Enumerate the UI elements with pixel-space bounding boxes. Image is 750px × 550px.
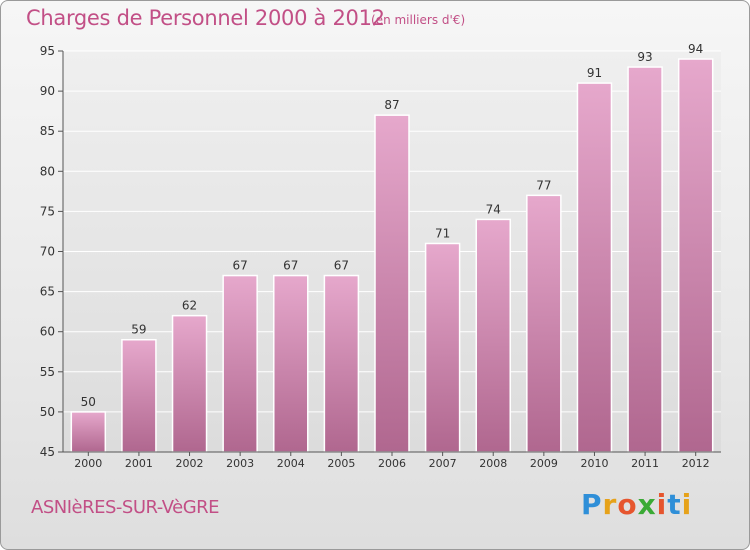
bar: [475, 218, 511, 453]
data-label: 50: [81, 395, 96, 409]
data-label: 87: [384, 98, 399, 112]
x-tick-label: 2011: [631, 457, 659, 470]
y-tick-label: 70: [40, 245, 55, 259]
proxiti-logo: Proxiti: [581, 488, 692, 521]
x-tick-label: 2008: [479, 457, 507, 470]
x-tick-label: 2009: [530, 457, 558, 470]
data-label: 71: [435, 226, 450, 240]
y-tick-label: 50: [40, 405, 55, 419]
y-tick-label: 55: [40, 365, 55, 379]
data-label: 94: [688, 42, 703, 56]
y-tick-label: 90: [40, 84, 55, 98]
y-tick-label: 60: [40, 325, 55, 339]
data-label: 77: [536, 178, 551, 192]
data-label: 91: [587, 66, 602, 80]
x-tick-label: 2000: [74, 457, 102, 470]
bar: [424, 242, 461, 453]
bar: [374, 114, 410, 453]
logo-letter: t: [667, 488, 682, 521]
bar: [273, 274, 309, 453]
bar: [70, 411, 107, 453]
data-label: 62: [182, 299, 197, 313]
data-label: 93: [637, 50, 652, 64]
x-tick-label: 2001: [125, 457, 153, 470]
data-label: 67: [283, 259, 298, 273]
logo-letter: P: [581, 488, 603, 521]
logo-letter: o: [617, 488, 638, 521]
x-tick-label: 2004: [277, 457, 305, 470]
x-tick-label: 2002: [176, 457, 204, 470]
y-tick-label: 75: [40, 204, 55, 218]
logo-letter: r: [602, 488, 618, 521]
logo-letter: i: [681, 488, 693, 521]
x-tick-label: 2007: [429, 457, 457, 470]
data-label: 67: [233, 259, 248, 273]
bar: [576, 82, 613, 453]
data-label: 74: [486, 202, 501, 216]
x-tick-label: 2012: [682, 457, 710, 470]
logo-letter: i: [656, 488, 668, 521]
y-tick-label: 80: [40, 164, 55, 178]
bar: [171, 314, 208, 453]
commune-name: ASNIèRES-SUR-VèGRE: [31, 497, 220, 518]
data-label: 59: [131, 323, 146, 337]
bar: [323, 274, 360, 453]
x-tick-label: 2005: [327, 457, 355, 470]
y-tick-label: 85: [40, 124, 55, 138]
bar: [222, 274, 258, 453]
data-label: 67: [334, 259, 349, 273]
x-tick-label: 2006: [378, 457, 406, 470]
y-tick-label: 95: [40, 44, 55, 58]
y-tick-label: 45: [40, 445, 55, 459]
bar: [627, 66, 663, 453]
logo-letter: x: [637, 488, 657, 521]
chart-subtitle: (en milliers d'€): [371, 13, 466, 27]
bar-chart: 50 59 62 67 67 67 87 71 74 77 91 93 94 45 50 55 60 65 70 7…: [40, 42, 721, 470]
bar: [526, 194, 562, 453]
bar: [121, 338, 157, 453]
bar: [677, 58, 714, 453]
x-tick-label: 2003: [226, 457, 254, 470]
y-tick-label: 65: [40, 285, 55, 299]
x-tick-label: 2010: [580, 457, 608, 470]
chart-title: Charges de Personnel 2000 à 2012: [26, 6, 385, 30]
